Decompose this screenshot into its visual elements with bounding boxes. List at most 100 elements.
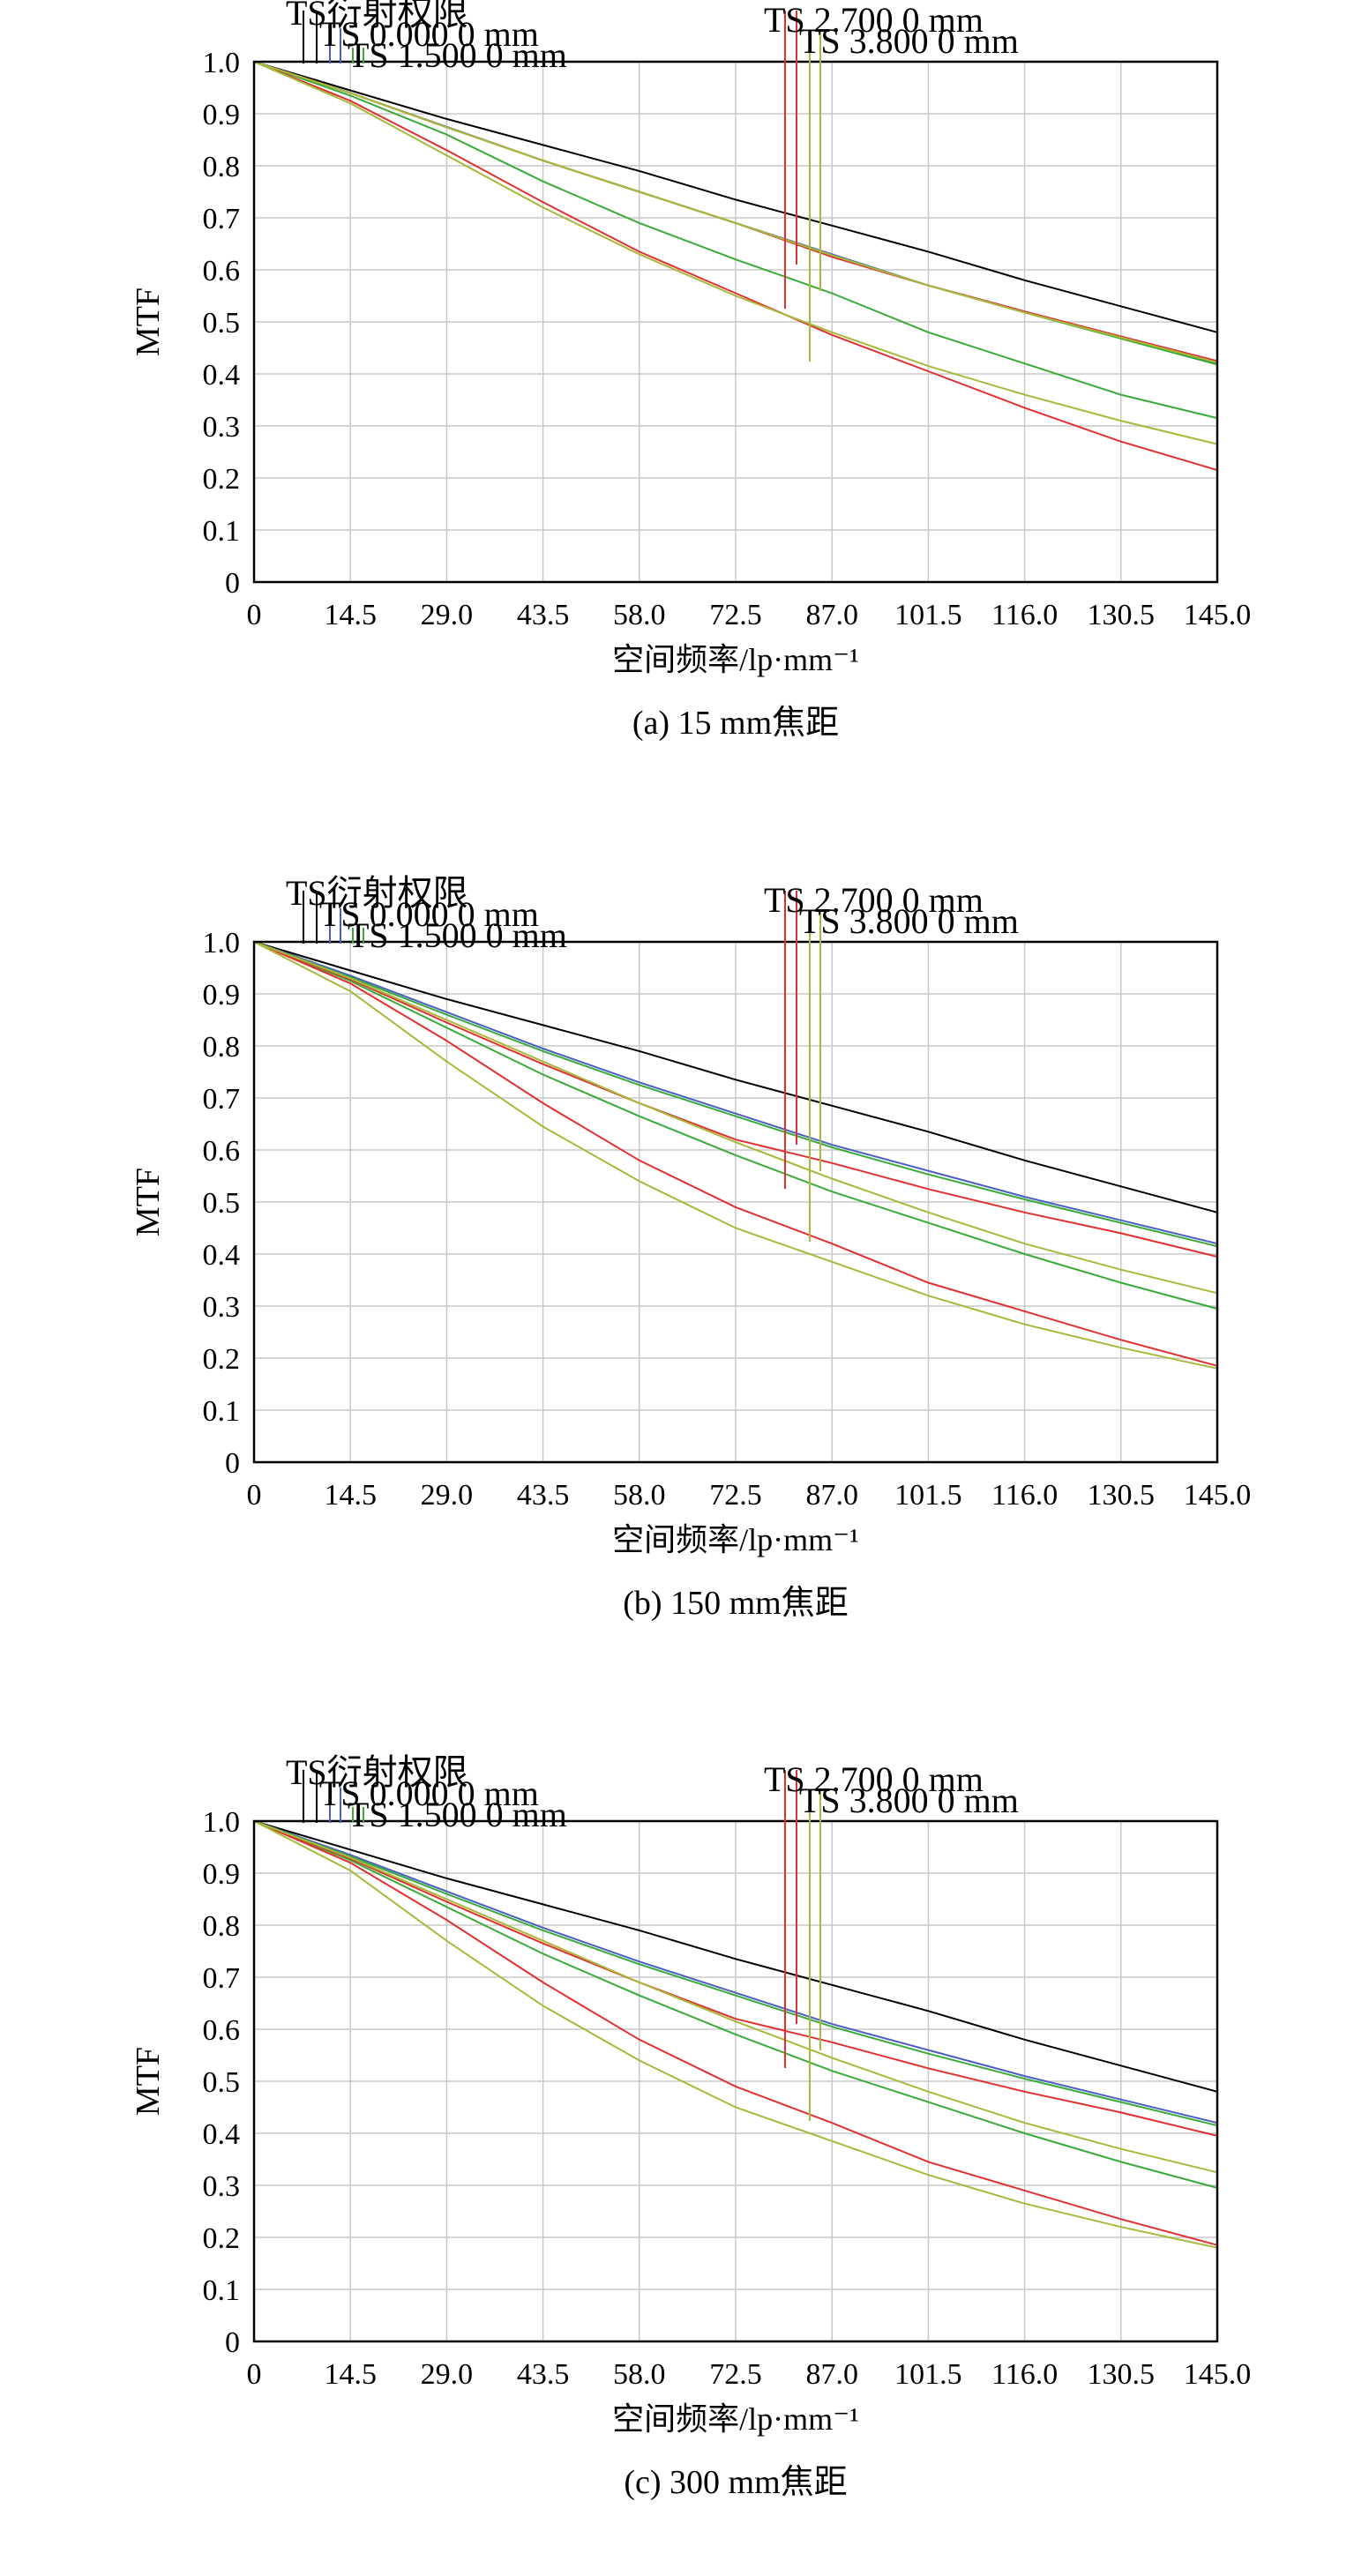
y-tick-label: 0.6: [203, 2014, 241, 2047]
plot-frame: [252, 940, 1219, 1464]
y-tick-label: 0.3: [203, 411, 241, 444]
y-tick-label: 0.6: [203, 255, 241, 287]
x-tick-label: 72.5: [709, 1479, 762, 1512]
chart-panel-3: 0 0.1 0.2 0.3 0.4 0.5 0.6 0.7 0.8 0.9 1.0 0 14.5 29.0…: [130, 1752, 1251, 2501]
legend-label-f1: TS 1.500 0 mm: [348, 1795, 567, 1834]
y-tick-label: 0.7: [203, 1962, 241, 1995]
legend-label-f3: TS 3.800 0 mm: [799, 1781, 1019, 1820]
chart-panel-2: 0 0.1 0.2 0.3 0.4 0.5 0.6 0.7 0.8 0.9 1.0 0 14.5 29.0…: [130, 873, 1251, 1622]
legend-label-f3: TS 3.800 0 mm: [799, 21, 1019, 61]
series-line-4: [253, 941, 1218, 1310]
series-line-7: [253, 941, 1218, 1295]
y-tick-label: 0.5: [203, 307, 241, 340]
y-tick-label: 0.5: [203, 1187, 241, 1220]
y-tick-label: 0.8: [203, 1910, 241, 1943]
x-tick-label: 58.0: [613, 1479, 666, 1512]
y-tick-label: 0.4: [203, 1239, 241, 1272]
y-tick-label: 0.2: [203, 463, 241, 496]
legend-label-f1: TS 1.500 0 mm: [348, 915, 567, 955]
legend-label-diffraction: TS衍射权限: [286, 873, 468, 913]
x-tick-label: 87.0: [805, 599, 858, 631]
series-line-2: [253, 941, 1218, 1245]
y-tick-label: 0.3: [203, 1291, 241, 1324]
x-tick-label: 145.0: [1184, 2358, 1252, 2391]
legend-label-f2: TS 2.700 0 mm: [764, 880, 984, 920]
x-tick-label: 0: [247, 2358, 262, 2391]
x-tick-label: 116.0: [991, 599, 1058, 631]
x-tick-label: 0: [247, 599, 262, 631]
x-tick-label: 116.0: [991, 1479, 1058, 1512]
y-tick-label: 0.1: [203, 2274, 241, 2307]
x-tick-label: 14.5: [324, 2358, 377, 2391]
legend-label-diffraction: TS衍射权限: [286, 0, 468, 33]
panel-caption: (b) 150 mm焦距: [623, 1585, 848, 1622]
x-tick-label: 130.5: [1088, 2358, 1156, 2391]
y-tick-label: 0: [225, 567, 240, 600]
x-tick-label: 58.0: [613, 599, 666, 631]
series-line-4: [253, 61, 1218, 420]
panel-caption: (c) 300 mm焦距: [624, 2464, 847, 2501]
series-line-6: [253, 61, 1218, 472]
series-line-6: [253, 1820, 1218, 2246]
series-line-8: [253, 61, 1218, 445]
series-line-1: [253, 941, 1218, 1213]
legend-label-f3: TS 3.800 0 mm: [799, 901, 1019, 941]
x-tick-label: 101.5: [894, 1479, 962, 1512]
x-tick-label: 29.0: [421, 1479, 474, 1512]
y-tick-label: 1.0: [203, 47, 241, 79]
legend-label-f0: TS 0.000 0 mm: [319, 894, 539, 934]
series-line-7: [253, 61, 1218, 363]
legend-label-f2: TS 2.700 0 mm: [764, 0, 984, 40]
x-axis-label: 空间频率/lp·mm⁻¹: [612, 2401, 859, 2437]
x-tick-label: 72.5: [709, 2358, 762, 2391]
y-tick-label: 0.9: [203, 1858, 241, 1891]
x-tick-label: 43.5: [517, 1479, 570, 1512]
x-tick-label: 145.0: [1184, 599, 1252, 631]
x-tick-label: 0: [247, 1479, 262, 1512]
y-tick-label: 0.4: [203, 2118, 241, 2151]
series-line-1: [253, 1820, 1218, 2093]
y-axis-label: MTF: [130, 287, 167, 356]
series-line-6: [253, 941, 1218, 1367]
y-tick-label: 0: [225, 1447, 240, 1480]
y-tick-label: 0.2: [203, 2222, 241, 2255]
x-tick-label: 130.5: [1088, 599, 1156, 631]
x-axis-label: 空间频率/lp·mm⁻¹: [612, 1522, 859, 1557]
plot-frame: [252, 60, 1219, 584]
y-tick-label: 1.0: [203, 1806, 241, 1839]
y-tick-label: 0.2: [203, 1343, 241, 1376]
x-tick-label: 87.0: [805, 1479, 858, 1512]
series-line-3: [253, 941, 1218, 1248]
x-tick-label: 58.0: [613, 2358, 666, 2391]
series-line-3: [253, 1820, 1218, 2127]
legend-label-f0: TS 0.000 0 mm: [319, 14, 539, 54]
y-tick-label: 0.3: [203, 2170, 241, 2203]
y-tick-label: 0.7: [203, 1083, 241, 1116]
x-tick-label: 43.5: [517, 599, 570, 631]
panel-caption: (a) 15 mm焦距: [632, 705, 839, 742]
legend-label-f2: TS 2.700 0 mm: [764, 1759, 984, 1799]
x-tick-label: 29.0: [421, 599, 474, 631]
plot-frame: [252, 1819, 1219, 2343]
x-tick-label: 43.5: [517, 2358, 570, 2391]
y-tick-label: 0.8: [203, 151, 241, 183]
series-line-5: [253, 941, 1218, 1258]
y-tick-label: 0: [225, 2326, 240, 2359]
x-tick-label: 87.0: [805, 2358, 858, 2391]
series-line-8: [253, 941, 1218, 1370]
series-line-8: [253, 1820, 1218, 2249]
x-tick-label: 14.5: [324, 599, 377, 631]
y-tick-label: 1.0: [203, 927, 241, 959]
x-tick-label: 14.5: [324, 1479, 377, 1512]
legend-label-f0: TS 0.000 0 mm: [319, 1773, 539, 1813]
series-line-5: [253, 1820, 1218, 2137]
legend-label-diffraction: TS衍射权限: [286, 1752, 468, 1792]
legend-label-f1: TS 1.500 0 mm: [348, 35, 567, 75]
x-tick-label: 116.0: [991, 2358, 1058, 2391]
y-tick-label: 0.1: [203, 515, 241, 548]
y-tick-label: 0.9: [203, 99, 241, 131]
y-tick-label: 0.1: [203, 1395, 241, 1428]
x-tick-label: 101.5: [894, 599, 962, 631]
y-tick-label: 0.4: [203, 359, 241, 392]
